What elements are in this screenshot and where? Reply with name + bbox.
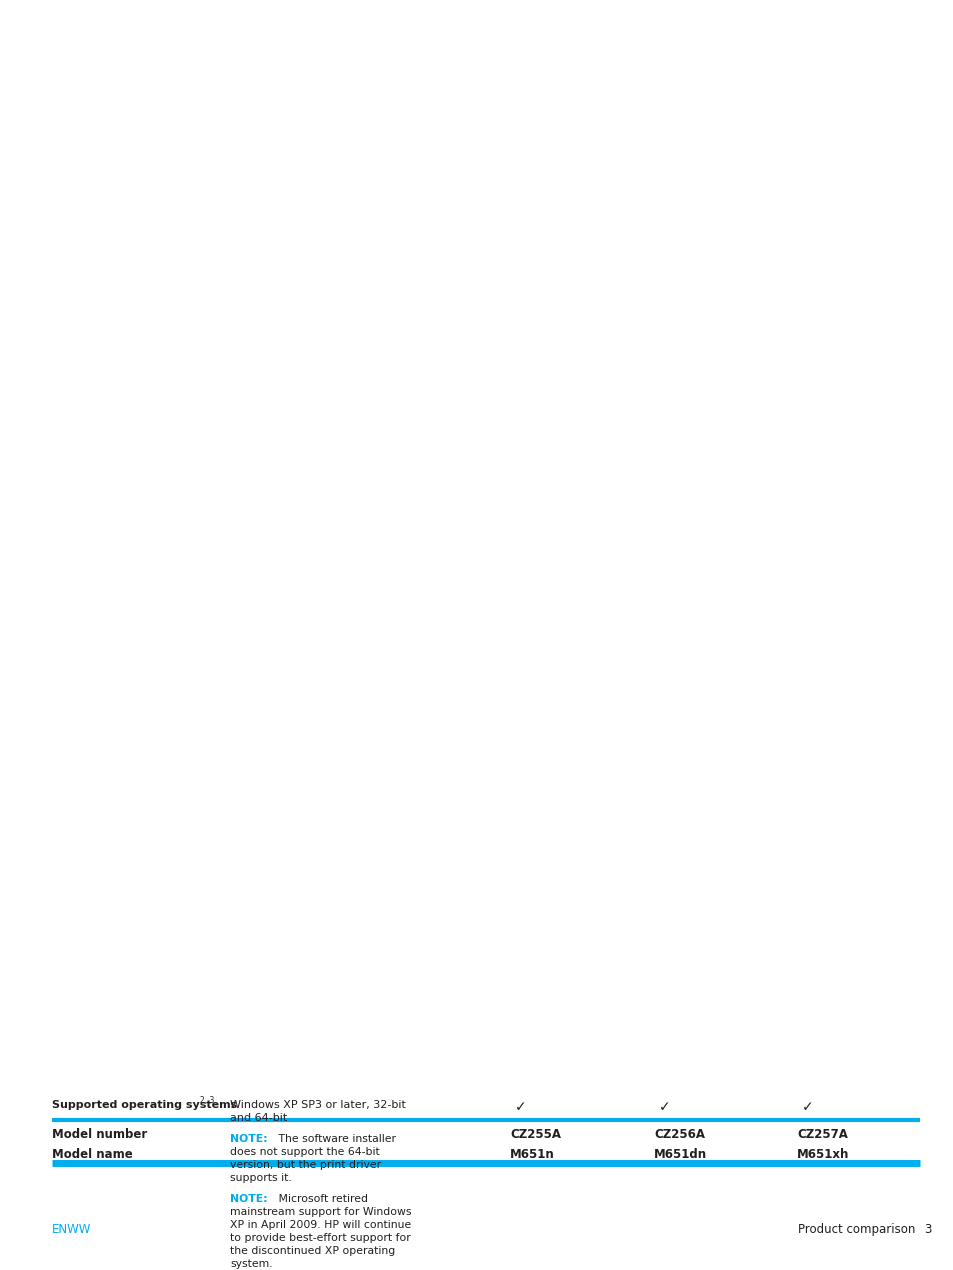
Text: ✓: ✓: [659, 1100, 670, 1114]
Text: 3: 3: [923, 1223, 931, 1236]
Text: The software installer: The software installer: [268, 1134, 395, 1144]
Text: XP in April 2009. HP will continue: XP in April 2009. HP will continue: [230, 1220, 411, 1231]
Text: mainstream support for Windows: mainstream support for Windows: [230, 1206, 411, 1217]
Text: M651n: M651n: [510, 1148, 554, 1161]
Text: Supported operating systems: Supported operating systems: [52, 1100, 237, 1110]
Text: ENWW: ENWW: [52, 1223, 91, 1236]
Text: Model number: Model number: [52, 1128, 147, 1140]
Text: to provide best-effort support for: to provide best-effort support for: [230, 1233, 411, 1243]
Text: M651dn: M651dn: [654, 1148, 706, 1161]
Text: CZ255A: CZ255A: [510, 1128, 560, 1140]
Text: and 64-bit: and 64-bit: [230, 1113, 287, 1123]
Text: system.: system.: [230, 1259, 273, 1269]
Text: ✓: ✓: [801, 1100, 813, 1114]
Text: does not support the 64-bit: does not support the 64-bit: [230, 1147, 379, 1157]
Text: 2, 3: 2, 3: [200, 1096, 214, 1105]
Text: the discontinued XP operating: the discontinued XP operating: [230, 1246, 395, 1256]
Text: ✓: ✓: [515, 1100, 526, 1114]
Text: CZ256A: CZ256A: [654, 1128, 704, 1140]
Text: M651xh: M651xh: [796, 1148, 848, 1161]
Text: supports it.: supports it.: [230, 1173, 292, 1182]
Text: Product comparison: Product comparison: [797, 1223, 914, 1236]
Text: NOTE:: NOTE:: [230, 1194, 268, 1204]
Text: Windows XP SP3 or later, 32-bit: Windows XP SP3 or later, 32-bit: [230, 1100, 405, 1110]
Text: Model name: Model name: [52, 1148, 132, 1161]
Text: NOTE:: NOTE:: [230, 1134, 268, 1144]
Text: Microsoft retired: Microsoft retired: [268, 1194, 368, 1204]
Text: CZ257A: CZ257A: [796, 1128, 847, 1140]
Text: version, but the print driver: version, but the print driver: [230, 1160, 381, 1170]
